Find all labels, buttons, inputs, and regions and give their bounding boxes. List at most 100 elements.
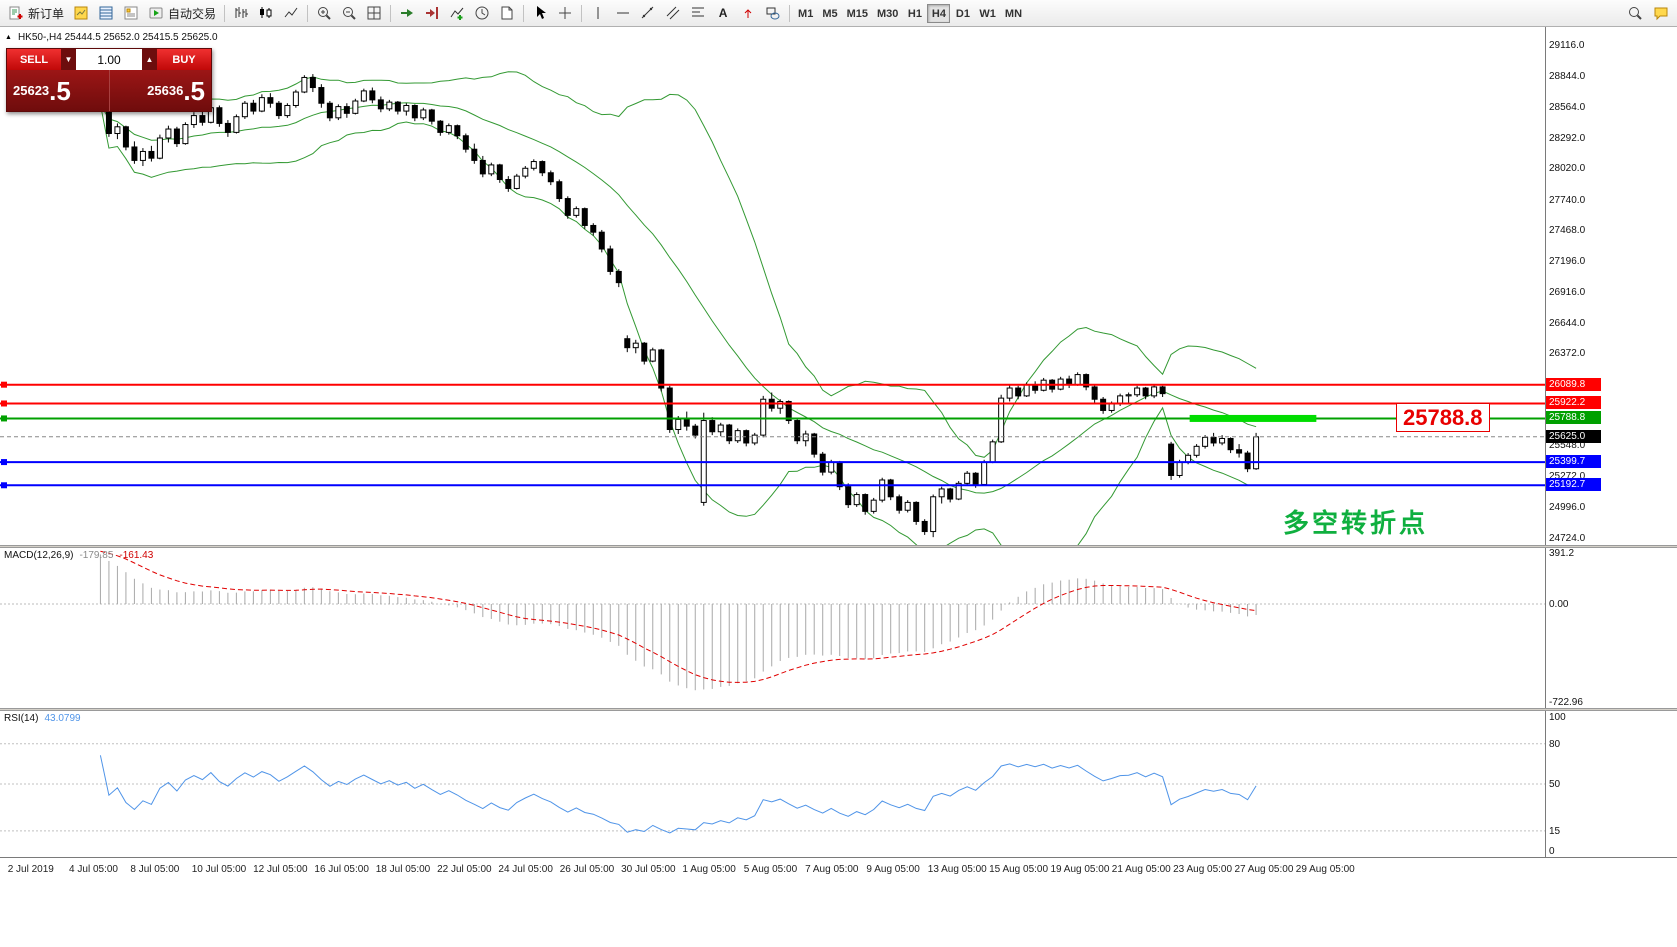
macd-name: MACD(12,26,9) [4,550,74,561]
timeframe-h4-button[interactable]: H4 [927,3,951,23]
time-label: 23 Aug 05:00 [1173,864,1233,875]
bar-chart-mode-button[interactable] [229,2,253,24]
vertical-line-tool-button[interactable] [586,2,610,24]
rsi-axis[interactable]: 100 80 50 15 0 [1546,711,1677,857]
price-scale-label: 28564.0 [1549,102,1586,114]
arrow-tool-icon [744,9,752,18]
buy-price-frac: .5 [183,75,205,106]
timeframe-m5-button[interactable]: M5 [818,4,841,23]
key-level-price-label[interactable]: 25788.8 [1396,403,1490,433]
cursor-tool-button[interactable] [528,2,552,24]
price-axis[interactable]: 29116.0 28844.0 28564.0 28292.0 28020.0 27740… [1546,27,1677,545]
horizontal-line-icon [617,12,630,14]
chat-icon [1654,7,1668,21]
timeframe-h1-button[interactable]: H1 [903,4,926,23]
crosshair-tool-button[interactable] [553,2,577,24]
vertical-line-icon [597,7,599,19]
zoom-in-button[interactable] [312,2,336,24]
search-button[interactable] [1623,2,1647,24]
line-chart-mode-button[interactable] [279,2,303,24]
trade-panel-toggle[interactable]: ▲ [5,34,12,41]
zoom-out-icon [343,7,356,20]
timeframe-w1-button[interactable]: W1 [975,4,1000,23]
channel-tool-button[interactable] [661,2,685,24]
arrows-tool-button[interactable] [736,2,760,24]
tile-windows-button[interactable] [362,2,386,24]
price-scale-label: 26372.0 [1549,348,1586,360]
time-label: 26 Jul 05:00 [559,864,615,875]
sell-price[interactable]: 25623.5 [7,70,109,111]
buy-price-base: 25636 [147,83,184,98]
chart-shift-icon [426,7,439,19]
navigator-icon [124,6,138,20]
volume-input[interactable] [76,49,142,70]
new-order-button[interactable]: 新订单 [4,2,68,24]
price-tag: 25788.8 [1546,411,1601,425]
rsi-scale-label: 80 [1549,738,1561,750]
data-window-button[interactable] [94,2,118,24]
symbol-info: ▲ HK50-,H4 25444.5 25652.0 25415.5 25625… [5,32,218,43]
main-chart[interactable]: ▲ HK50-,H4 25444.5 25652.0 25415.5 25625… [0,27,1546,545]
periods-button[interactable] [470,2,494,24]
volume-increase-button[interactable]: ▲ [142,49,157,70]
chart-shift-button[interactable] [420,2,444,24]
toolbar-separator [789,4,791,22]
price-scale-label: 26916.0 [1549,287,1586,299]
highlight-segment[interactable] [1189,414,1317,422]
fibonacci-tool-button[interactable] [686,2,710,24]
toolbar-separator [523,4,525,22]
time-label: 27 Aug 05:00 [1234,864,1294,875]
shapes-tool-button[interactable] [761,2,785,24]
auto-trading-icon [149,7,163,19]
timeframe-m30-button[interactable]: M30 [873,4,902,23]
channel-icon [666,6,680,20]
timeframe-mn-button[interactable]: MN [1001,4,1026,23]
timeframe-m1-button[interactable]: M1 [794,4,817,23]
rsi-value: 43.0799 [44,713,81,724]
timeframe-m15-button[interactable]: M15 [843,4,872,23]
macd-canvas [0,550,1545,691]
templates-button[interactable] [495,2,519,24]
panel-separator[interactable] [0,545,1677,548]
auto-trading-button[interactable]: 自动交易 [144,2,220,24]
trendline-tool-button[interactable] [636,2,660,24]
rsi-panel[interactable]: RSI(14) 43.0799 [0,711,1546,857]
timeframe-d1-button[interactable]: D1 [951,4,974,23]
price-scale-label: 28020.0 [1549,163,1586,175]
macd-axis[interactable]: 391.2 0.00 -722.96 [1546,548,1677,708]
price-scale-label: 24996.0 [1549,502,1586,514]
sell-price-frac: .5 [49,75,71,106]
time-label: 24 Jul 05:00 [498,864,553,875]
horizontal-line-tool-button[interactable] [611,2,635,24]
search-icon [1629,7,1642,20]
volume-decrease-button[interactable]: ▼ [61,49,76,70]
macd-panel[interactable]: MACD(12,26,9) -179.85 -161.43 [0,548,1546,708]
panel-separator[interactable] [0,708,1677,711]
symbol-ohlc-text: HK50-,H4 25444.5 25652.0 25415.5 25625.0 [17,32,218,43]
time-label: 1 Aug 05:00 [682,864,736,875]
price-tag: 25922.2 [1546,396,1601,410]
price-tag: 26089.8 [1546,377,1601,391]
auto-scroll-button[interactable] [395,2,419,24]
buy-button[interactable]: BUY [157,49,211,70]
sell-button[interactable]: SELL [7,49,61,70]
text-tool-button[interactable]: A [711,2,735,24]
feedback-button[interactable] [1649,2,1673,24]
toolbar-separator [307,4,309,22]
buy-price[interactable]: 25636.5 [108,70,212,111]
zoom-out-button[interactable] [337,2,361,24]
price-scale-label: 25272.0 [1549,471,1586,483]
indicators-button[interactable] [445,2,469,24]
price-scale-label: 27740.0 [1549,194,1586,206]
candlestick-mode-button[interactable] [254,2,278,24]
price-scale-label: 24724.0 [1549,532,1586,544]
market-watch-button[interactable] [69,2,93,24]
rsi-scale-label: 15 [1549,825,1561,837]
tile-windows-icon [367,6,381,20]
clock-icon [475,6,489,20]
navigator-button[interactable] [119,2,143,24]
candlestick-chart-icon [260,7,272,18]
time-axis[interactable]: 2 Jul 2019 4 Jul 05:00 8 Jul 05:00 10 Jul 0… [0,857,1677,882]
chart-annotation-text[interactable]: 多空转折点 [1283,508,1429,538]
